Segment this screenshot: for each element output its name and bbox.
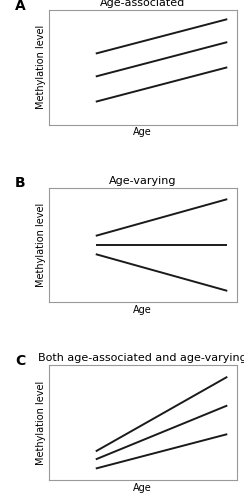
- Title: Age-associated: Age-associated: [100, 0, 185, 8]
- Title: Both age-associated and age-varying: Both age-associated and age-varying: [38, 353, 244, 363]
- X-axis label: Age: Age: [133, 305, 152, 315]
- Text: C: C: [15, 354, 25, 368]
- Title: Age-varying: Age-varying: [109, 176, 176, 186]
- Y-axis label: Methylation level: Methylation level: [36, 380, 46, 465]
- Text: B: B: [15, 176, 26, 190]
- Y-axis label: Methylation level: Methylation level: [36, 25, 46, 109]
- Y-axis label: Methylation level: Methylation level: [36, 203, 46, 287]
- X-axis label: Age: Age: [133, 128, 152, 138]
- X-axis label: Age: Age: [133, 483, 152, 493]
- Text: A: A: [15, 0, 26, 12]
